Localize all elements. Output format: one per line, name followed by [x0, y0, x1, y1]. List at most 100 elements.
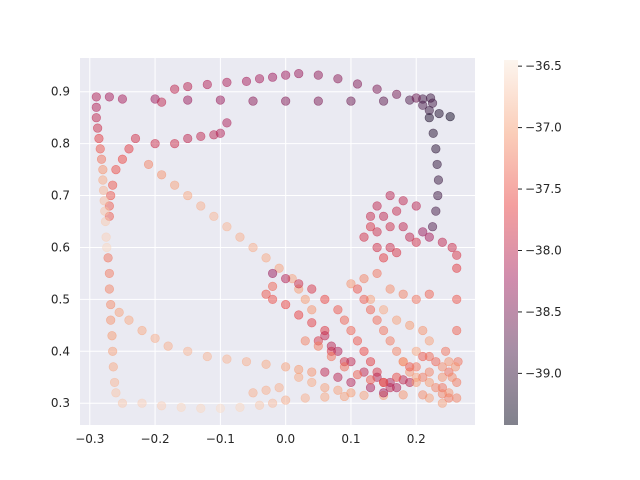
scatter-point [104, 284, 114, 294]
scatter-point [183, 81, 193, 92]
scatter-point [346, 377, 356, 388]
scatter-point [418, 390, 428, 400]
scatter-point [281, 395, 291, 405]
scatter-point [437, 398, 447, 408]
scatter-point [170, 180, 180, 190]
scatter-point [106, 190, 116, 201]
scatter-point [441, 346, 451, 356]
scatter-point [150, 333, 160, 343]
scatter-point [418, 325, 428, 336]
scatter-point [137, 398, 147, 408]
scatter-point [437, 362, 447, 372]
scatter-point [339, 315, 350, 325]
scatter-point [365, 305, 376, 315]
scatter-point [352, 336, 363, 346]
scatter-point [108, 180, 118, 190]
y-tick-label: 0.8 [51, 137, 70, 151]
scatter-point [418, 227, 428, 237]
scatter-point [427, 222, 438, 232]
scatter-point [398, 196, 408, 206]
scatter-point [392, 206, 402, 216]
scatter-point [183, 95, 193, 105]
scatter-point [196, 403, 206, 413]
scatter-points [91, 68, 463, 413]
x-axis-ticks: −0.3 −0.2 −0.1 0.0 0.1 0.2 [75, 432, 426, 446]
scatter-point [183, 133, 193, 144]
y-tick-label: 0.3 [51, 396, 70, 410]
scatter-point [110, 377, 120, 388]
scatter-point [320, 331, 330, 341]
scatter-point [392, 248, 402, 258]
scatter-point [157, 97, 167, 107]
y-tick-label: 0.6 [51, 240, 70, 254]
scatter-point [300, 393, 310, 403]
scatter-point [108, 346, 118, 356]
scatter-point [385, 190, 395, 201]
x-tick-label: 0.0 [276, 432, 295, 446]
scatter-point [320, 367, 330, 377]
scatter-point [385, 336, 395, 346]
scatter-point [411, 93, 421, 103]
scatter-point [346, 388, 356, 398]
colorbar-tick-label: −38.5 [525, 305, 562, 319]
scatter-point [261, 385, 271, 395]
scatter-point [101, 232, 111, 242]
colorbar-tick-label: −38.0 [525, 243, 562, 257]
scatter-point [447, 372, 457, 382]
scatter-point [385, 284, 395, 294]
scatter-point [93, 123, 103, 133]
scatter-point [170, 84, 180, 94]
scatter-point [452, 393, 462, 403]
scatter-point [452, 263, 462, 273]
scatter-point [365, 375, 376, 385]
scatter-point [91, 102, 101, 112]
scatter-point [281, 96, 291, 106]
scatter-point [431, 357, 441, 367]
scatter-point [359, 274, 369, 284]
scatter-point [418, 100, 428, 110]
scatter-point [108, 362, 118, 372]
scatter-point [313, 70, 323, 80]
scatter-point [424, 351, 434, 362]
scatter-point [411, 294, 421, 304]
scatter-point [268, 398, 278, 408]
x-tick-label: −0.1 [206, 432, 235, 446]
scatter-point [176, 402, 186, 412]
scatter-point [261, 359, 271, 369]
scatter-point [320, 392, 330, 402]
scatter-point [117, 398, 128, 408]
scatter-point [202, 79, 212, 90]
scatter-point [91, 92, 101, 102]
scatter-point [352, 370, 363, 380]
scatter-point [424, 232, 434, 242]
scatter-point [248, 242, 258, 253]
colorbar-tick-label: −37.0 [525, 121, 562, 135]
scatter-point [326, 341, 336, 351]
colorbar [504, 60, 518, 425]
scatter-point [222, 354, 232, 364]
grid-lines [80, 58, 475, 425]
y-tick-label: 0.7 [51, 189, 70, 203]
scatter-point [268, 268, 278, 279]
scatter-point [222, 118, 232, 128]
scatter-point [111, 388, 121, 398]
scatter-point [424, 289, 434, 299]
scatter-point [320, 294, 330, 304]
scatter-point [378, 325, 389, 336]
scatter-point [333, 305, 343, 315]
scatter-point [103, 253, 113, 263]
scatter-point [424, 367, 434, 377]
scatter-point [94, 133, 104, 144]
scatter-point [365, 383, 376, 393]
scatter-point [452, 294, 462, 304]
scatter-point [398, 289, 408, 299]
scatter-point [424, 336, 434, 346]
scatter-point [433, 190, 443, 201]
scatter-point [150, 139, 160, 149]
scatter-point [307, 305, 317, 315]
scatter-point [445, 112, 455, 122]
scatter-point [157, 170, 167, 180]
scatter-point [248, 96, 258, 106]
colorbar-tick-label: −39.0 [525, 366, 562, 380]
